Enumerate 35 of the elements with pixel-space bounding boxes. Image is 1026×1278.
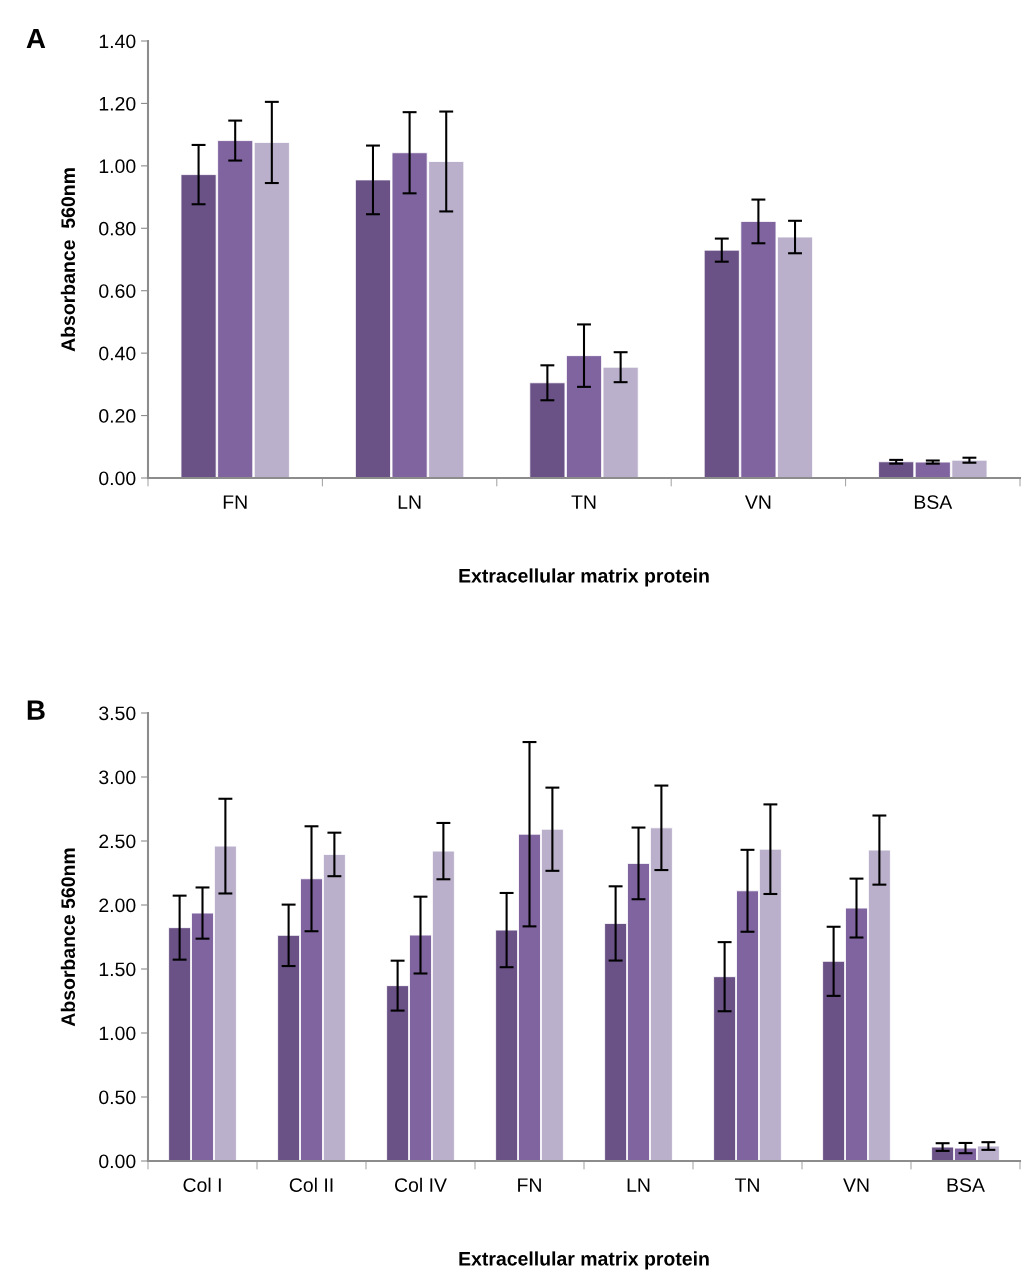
y-tick-label: 0.80 <box>99 221 136 236</box>
x-tick-label: LN <box>398 495 421 509</box>
chart-title: B <box>27 700 45 720</box>
x-tick-label: VN <box>744 495 771 509</box>
chart-title: A <box>26 28 46 49</box>
x-axis-title: Extracellular matrix protein <box>459 1251 709 1270</box>
y-tick-label: 1.00 <box>99 159 136 174</box>
y-tick-label: 0.00 <box>99 471 136 486</box>
x-tick-label: BSA <box>947 1178 985 1192</box>
x-tick-label: FN <box>223 495 247 509</box>
y-axis-title: Absorbance 560nm <box>60 848 76 1027</box>
x-tick-label: FN <box>518 1178 541 1192</box>
x-tick-label: Col IV <box>395 1177 447 1192</box>
y-axis-title: Absorbance 560nm <box>60 168 76 352</box>
y-tick-label: 0.40 <box>99 346 136 361</box>
y-tick-label: 1.50 <box>99 962 136 977</box>
x-tick-label: Col I <box>183 1177 221 1192</box>
y-tick-label: 1.40 <box>99 34 136 49</box>
y-tick-label: 0.00 <box>99 1154 136 1169</box>
y-tick-label: 0.50 <box>99 1090 136 1105</box>
x-tick-label: TN <box>571 495 596 509</box>
y-tick-label: 3.00 <box>99 770 136 785</box>
y-tick-label: 2.00 <box>99 898 136 913</box>
x-tick-label: BSA <box>914 495 953 509</box>
x-tick-label: Col II <box>289 1177 333 1192</box>
y-tick-label: 1.20 <box>99 96 136 111</box>
y-tick-label: 1.00 <box>99 1026 136 1041</box>
x-tick-label: LN <box>627 1178 650 1192</box>
y-tick-label: 0.20 <box>99 409 136 423</box>
x-tick-label: VN <box>843 1178 869 1192</box>
y-tick-label: 2.50 <box>99 834 136 849</box>
y-tick-label: 3.50 <box>99 706 136 721</box>
y-tick-label: 0.60 <box>99 284 136 298</box>
x-tick-label: TN <box>734 1178 759 1192</box>
x-axis-title: Extracellular matrix protein <box>459 568 709 587</box>
